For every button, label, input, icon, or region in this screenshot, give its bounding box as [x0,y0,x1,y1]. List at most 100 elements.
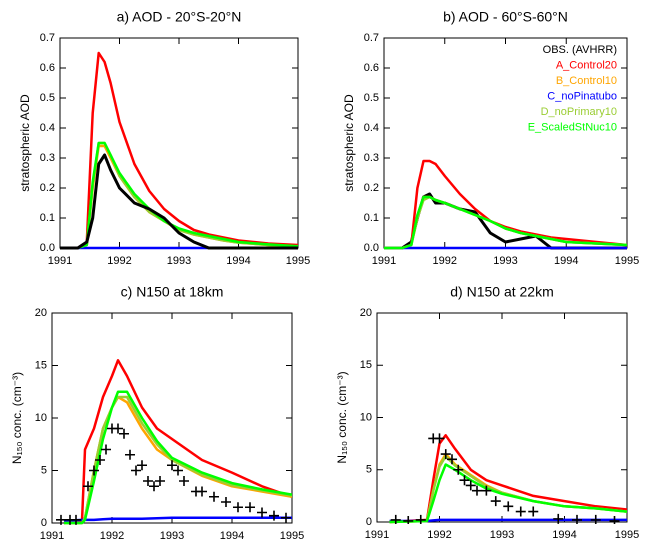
plot-frame [59,37,299,249]
y-tick-label: 0.4 [364,122,379,134]
x-tick-label: 1994 [226,255,250,267]
obs-marker [95,455,105,465]
obs-marker [481,485,492,496]
x-tick-label: 1994 [220,530,244,542]
x-tick-label: 1993 [160,530,184,542]
obs-marker [137,460,147,471]
series-line [389,463,627,524]
y-tick-label: 10 [35,412,47,424]
y-tick-label: 0.1 [364,212,379,224]
obs-marker [221,497,231,507]
x-tick-label: 1991 [372,255,396,267]
obs-marker [197,486,207,497]
obs-marker [528,506,539,517]
y-tick-label: 0.5 [364,92,379,104]
obs-marker [209,491,219,502]
y-tick-label: 0.7 [364,32,379,44]
obs-marker [83,481,93,492]
obs-marker [233,502,243,513]
y-tick-label: 20 [360,307,372,319]
obs-marker [167,460,177,471]
y-tick-label: 0.3 [364,152,379,164]
obs-marker [447,454,457,465]
y-tick-label: 0 [366,516,372,528]
obs-marker [459,475,470,486]
chart-title: b) AOD - 60°S-60°N [443,9,568,25]
obs-marker [472,485,482,496]
obs-marker [179,476,189,486]
y-tick-label: 0.6 [40,62,55,74]
y-axis-label: N₁₅₀ conc. (cm⁻³) [335,371,349,463]
obs-marker [125,449,135,460]
legend-entry: D_noPrimary10 [541,106,617,118]
obs-marker [440,449,451,460]
y-tick-label: 0.6 [364,62,379,74]
obs-marker [465,480,476,491]
y-tick-label: 0.5 [40,92,55,104]
x-tick-label: 1995 [286,255,310,267]
obs-marker [503,501,514,512]
y-tick-label: 0.2 [40,182,55,194]
y-tick-label: 0.2 [364,182,379,194]
plot-area [56,359,292,525]
obs-marker [490,496,501,507]
obs-marker [56,514,66,525]
y-tick-label: 15 [35,359,47,371]
legend-entry: C_noPinatubo [547,90,617,102]
plot-area [384,159,627,250]
obs-marker [553,513,564,524]
x-tick-label: 1995 [280,530,304,542]
series-line [384,195,627,250]
x-tick-label: 1994 [554,255,578,267]
chart-title: a) AOD - 20°S-20°N [117,9,242,25]
chart-title: c) N150 at 18km [121,284,224,300]
obs-marker [515,506,526,517]
y-axis-label: stratospheric AOD [18,94,32,192]
obs-marker [609,515,620,524]
x-tick-label: 1992 [100,530,124,542]
obs-marker [415,514,426,524]
series-line [63,516,292,523]
obs-marker [403,515,414,524]
x-tick-label: 1993 [493,255,517,267]
obs-marker [173,465,183,476]
plot-frame [376,312,628,523]
y-tick-label: 0.0 [364,242,379,254]
x-tick-label: 1995 [615,255,639,267]
legend-entry: B_Control10 [556,75,617,87]
legend-entry: E_ScaledStNuc10 [528,121,617,133]
obs-marker [434,433,445,444]
y-tick-label: 0.1 [40,212,55,224]
x-tick-label: 1993 [490,529,514,541]
obs-marker [572,514,582,524]
plot-frame [51,312,293,524]
y-tick-label: 15 [360,359,372,371]
y-tick-label: 0.7 [40,32,55,44]
obs-marker [113,423,123,434]
x-tick-label: 1993 [167,255,191,267]
obs-marker [269,510,279,521]
series-line [60,51,298,250]
obs-marker [149,481,159,492]
y-tick-label: 20 [35,307,47,319]
x-tick-label: 1991 [40,530,64,542]
series-line [384,192,627,250]
y-tick-label: 5 [366,464,372,476]
obs-marker [89,465,99,476]
x-tick-label: 1994 [552,529,576,541]
series-line [384,159,627,250]
x-tick-label: 1995 [615,529,639,541]
legend-entry: OBS. (AVHRR) [543,44,617,56]
y-axis-label: N₁₅₀ conc. (cm⁻³) [10,372,24,464]
legend-entry: A_Control20 [556,59,617,71]
series-line [389,434,627,524]
series-line [63,359,292,525]
x-tick-label: 1992 [107,255,131,267]
series-line [389,454,627,524]
obs-marker [281,512,291,523]
series-line [64,390,292,525]
y-tick-label: 10 [360,411,372,423]
chart-title: d) N150 at 22km [450,284,554,300]
x-tick-label: 1992 [433,255,457,267]
